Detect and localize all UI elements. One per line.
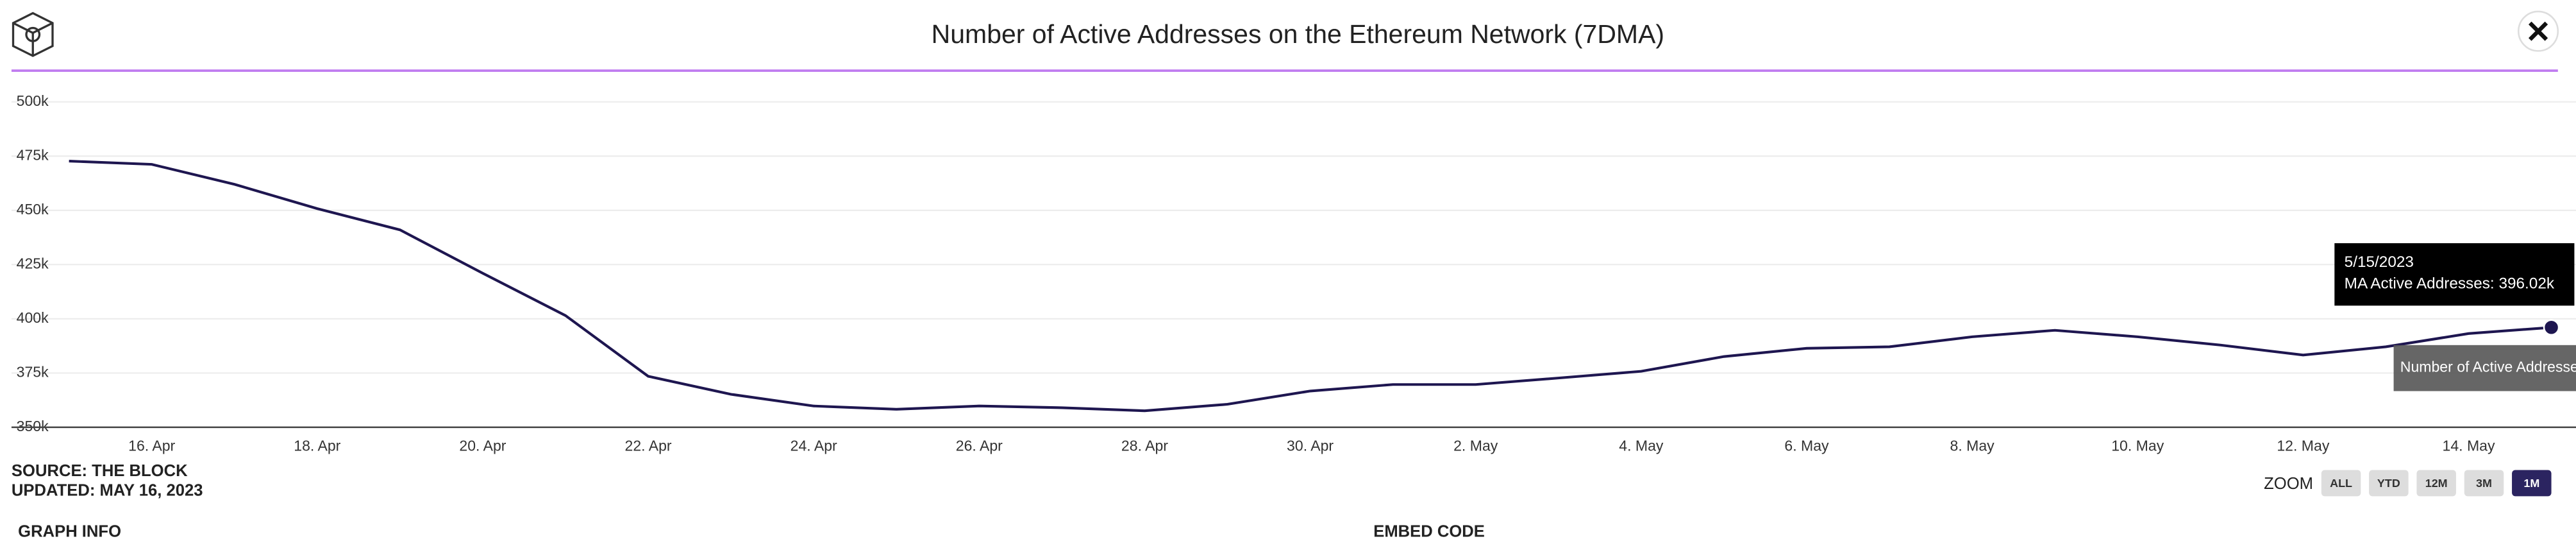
zoom-button-bg[interactable] — [2464, 470, 2504, 497]
source: SOURCE: THE BLOCK — [12, 462, 188, 480]
updated: UPDATED: MAY 16, 2023 — [12, 482, 203, 500]
y-tick-label: 425k — [17, 255, 49, 271]
zoom-button-bg[interactable] — [2321, 470, 2361, 497]
zoom-button-label[interactable]: YTD — [2377, 477, 2400, 490]
x-tick-label: 4. May — [1619, 438, 1664, 454]
plot: 350k 375k 400k 425k 450k 475k 500k 16. Apr 18. A… — [11, 92, 2576, 454]
x-tick-label: 22. Apr — [625, 438, 672, 454]
zoom-button-bg[interactable] — [2416, 470, 2456, 497]
zoom-buttons: ALL YTD 12M 3M 1M — [2321, 470, 2552, 497]
x-tick-label: 28. Apr — [1121, 438, 1168, 454]
zoom-label: ZOOM — [2264, 475, 2313, 493]
logo — [12, 12, 54, 57]
tooltip-value: MA Active Addresses: 396.02k — [2345, 275, 2555, 292]
zoom-button[interactable]: 12M — [2416, 470, 2456, 497]
x-tick-label: 12. May — [2277, 438, 2329, 454]
graph-info: GRAPH INFO — [18, 523, 121, 539]
close-button[interactable] — [2518, 10, 2559, 52]
x-tick-label: 26. Apr — [956, 438, 1003, 454]
x-tick-label: 20. Apr — [459, 438, 506, 454]
zoom-button[interactable]: ALL — [2321, 470, 2361, 497]
zoom-button-label[interactable]: 3M — [2476, 477, 2492, 490]
zoom-button-label[interactable]: 12M — [2425, 477, 2448, 490]
hover-point — [2543, 319, 2560, 336]
x-tick-label: 2. May — [1453, 438, 1498, 454]
tooltip-box — [2334, 243, 2575, 306]
x-tick-label: 30. Apr — [1287, 438, 1334, 454]
x-tick-label: 6. May — [1784, 438, 1829, 454]
series-box — [2393, 345, 2576, 391]
zoom-button-bg[interactable] — [2512, 470, 2552, 497]
y-tick-label: 375k — [17, 363, 49, 380]
zoom-button-label[interactable]: ALL — [2330, 477, 2352, 490]
x-tick-label: 18. Apr — [294, 438, 340, 454]
zoom-button[interactable]: 1M — [2512, 470, 2552, 497]
y-tick-label: 475k — [17, 146, 49, 163]
x-tick-label: 8. May — [1950, 438, 1995, 454]
series-name: Number of Active Addresses on the Ethere… — [2400, 359, 2576, 375]
y-tick-label: 350k — [17, 418, 49, 434]
tooltip-date: 5/15/2023 — [2345, 253, 2414, 271]
x-tick-label: 24. Apr — [790, 438, 837, 454]
embed-code: EMBED CODE — [1373, 523, 1485, 539]
x-tick-label: 14. May — [2442, 438, 2495, 454]
y-tick-label: 500k — [17, 92, 49, 109]
zoom-button[interactable]: 3M — [2464, 470, 2504, 497]
x-tick-label: 10. May — [2111, 438, 2164, 454]
chart-title: Number of Active Addresses on the Ethere… — [932, 19, 1664, 49]
zoom-button-label[interactable]: 1M — [2523, 477, 2539, 490]
y-tick-label: 400k — [17, 309, 49, 326]
y-tick-label: 450k — [17, 201, 49, 218]
zoom-button-bg[interactable] — [2369, 470, 2409, 497]
x-tick-label: 16. Apr — [128, 438, 175, 454]
zoom-button[interactable]: YTD — [2369, 470, 2409, 497]
data-line — [69, 160, 2552, 413]
